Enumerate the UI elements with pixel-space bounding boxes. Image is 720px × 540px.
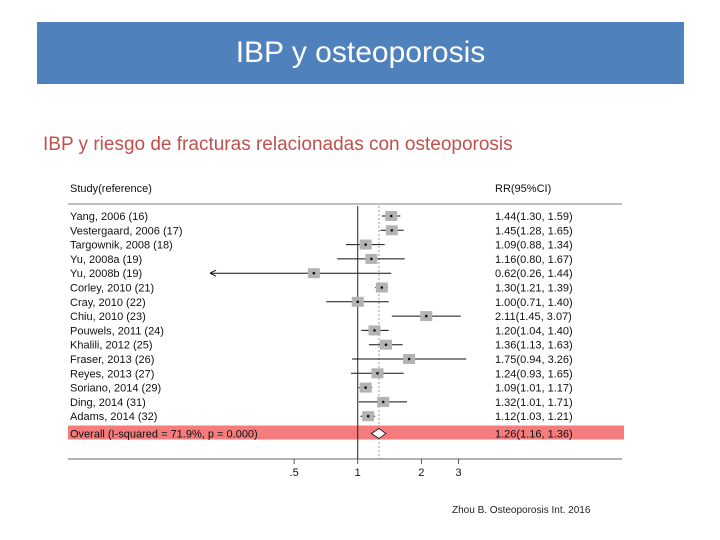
citation: Zhou B. Osteoporosis Int. 2016 [452,505,591,516]
slide-subtitle: IBP y riesgo de fracturas relacionadas c… [43,134,513,155]
study-ci-text: 1.20(1.04, 1.40) [495,325,573,337]
study-ci-text: 1.00(0.71, 1.40) [495,297,573,309]
study-point [376,372,379,375]
overall-highlight-band [68,425,624,440]
study-ci-text: 1.16(0.80, 1.67) [495,254,573,266]
study-label: Cray, 2010 (22) [70,297,146,309]
study-point [364,386,367,389]
study-ci-text: 1.32(1.01, 1.71) [495,397,573,409]
study-label: Chiu, 2010 (23) [70,311,146,323]
study-point [370,257,373,261]
slide-title-bar: IBP y osteoporosis [37,22,684,84]
study-label: Reyes, 2013 (27) [70,368,154,380]
study-label: Fraser, 2013 (26) [70,354,154,366]
study-point [384,343,388,346]
study-ci-text: 1.44(1.30, 1.59) [495,211,573,223]
study-point [380,286,384,289]
slide-title: IBP y osteoporosis [235,36,486,69]
study-ci-text: 1.45(1.28, 1.65) [495,225,573,237]
study-point [364,243,367,246]
forest-plot: Study(reference) RR(95%CI) Yang, 2006 (16)… [60,172,640,492]
overall-diamond [370,428,387,439]
x-tick-label: 2 [418,467,424,479]
overall-ci-text: 1.26(1.16, 1.36) [495,429,573,441]
study-ci-text: 1.09(1.01, 1.17) [495,383,573,395]
study-label: Yu, 2008b (19) [70,268,142,280]
study-label: Ding, 2014 (31) [70,397,146,409]
study-label: Targownik, 2008 (18) [70,240,173,252]
study-label: Yang, 2006 (16) [70,211,148,223]
study-point [407,357,411,361]
study-point [356,300,360,304]
study-ci-text: 1.24(0.93, 1.65) [495,368,573,380]
x-tick-label: 3 [456,467,462,479]
study-ci-arrow [209,269,217,277]
study-label: Vestergaard, 2006 (17) [70,225,183,237]
header-study: Study(reference) [70,183,152,195]
study-label: Khalili, 2012 (25) [70,340,153,352]
study-ci-text: 1.30(1.21, 1.39) [495,283,573,295]
study-point [373,329,376,332]
overall-label: Overall (I-squared = 71.9%, p = 0.000) [70,429,258,441]
study-ci-text: 2.11(1.45, 3.07) [495,311,572,323]
study-ci-text: 0.62(0.26, 1.44) [495,268,573,280]
study-label: Pouwels, 2011 (24) [70,325,164,337]
study-ci-text: 1.36(1.13, 1.63) [495,340,573,352]
study-label: Soriano, 2014 (29) [70,383,161,395]
study-ci-text: 1.75(0.94, 3.26) [495,354,573,366]
study-point [381,400,385,404]
x-tick-label: 1 [355,467,361,479]
study-point [366,414,370,418]
study-point [312,271,316,275]
forest-plot-svg: Study(reference) RR(95%CI) Yang, 2006 (16)… [68,183,624,479]
study-point [389,214,393,218]
header-rr: RR(95%CI) [495,183,551,195]
study-label: Adams, 2014 (32) [70,411,157,423]
study-ci-text: 1.12(1.03, 1.21) [495,411,573,423]
study-label: Yu, 2008a (19) [70,254,142,266]
study-point [424,314,428,318]
study-point [390,229,394,232]
x-tick-label: .5 [290,467,299,479]
study-ci-text: 1.09(0.88, 1.34) [495,240,573,252]
study-label: Corley, 2010 (21) [70,283,154,295]
